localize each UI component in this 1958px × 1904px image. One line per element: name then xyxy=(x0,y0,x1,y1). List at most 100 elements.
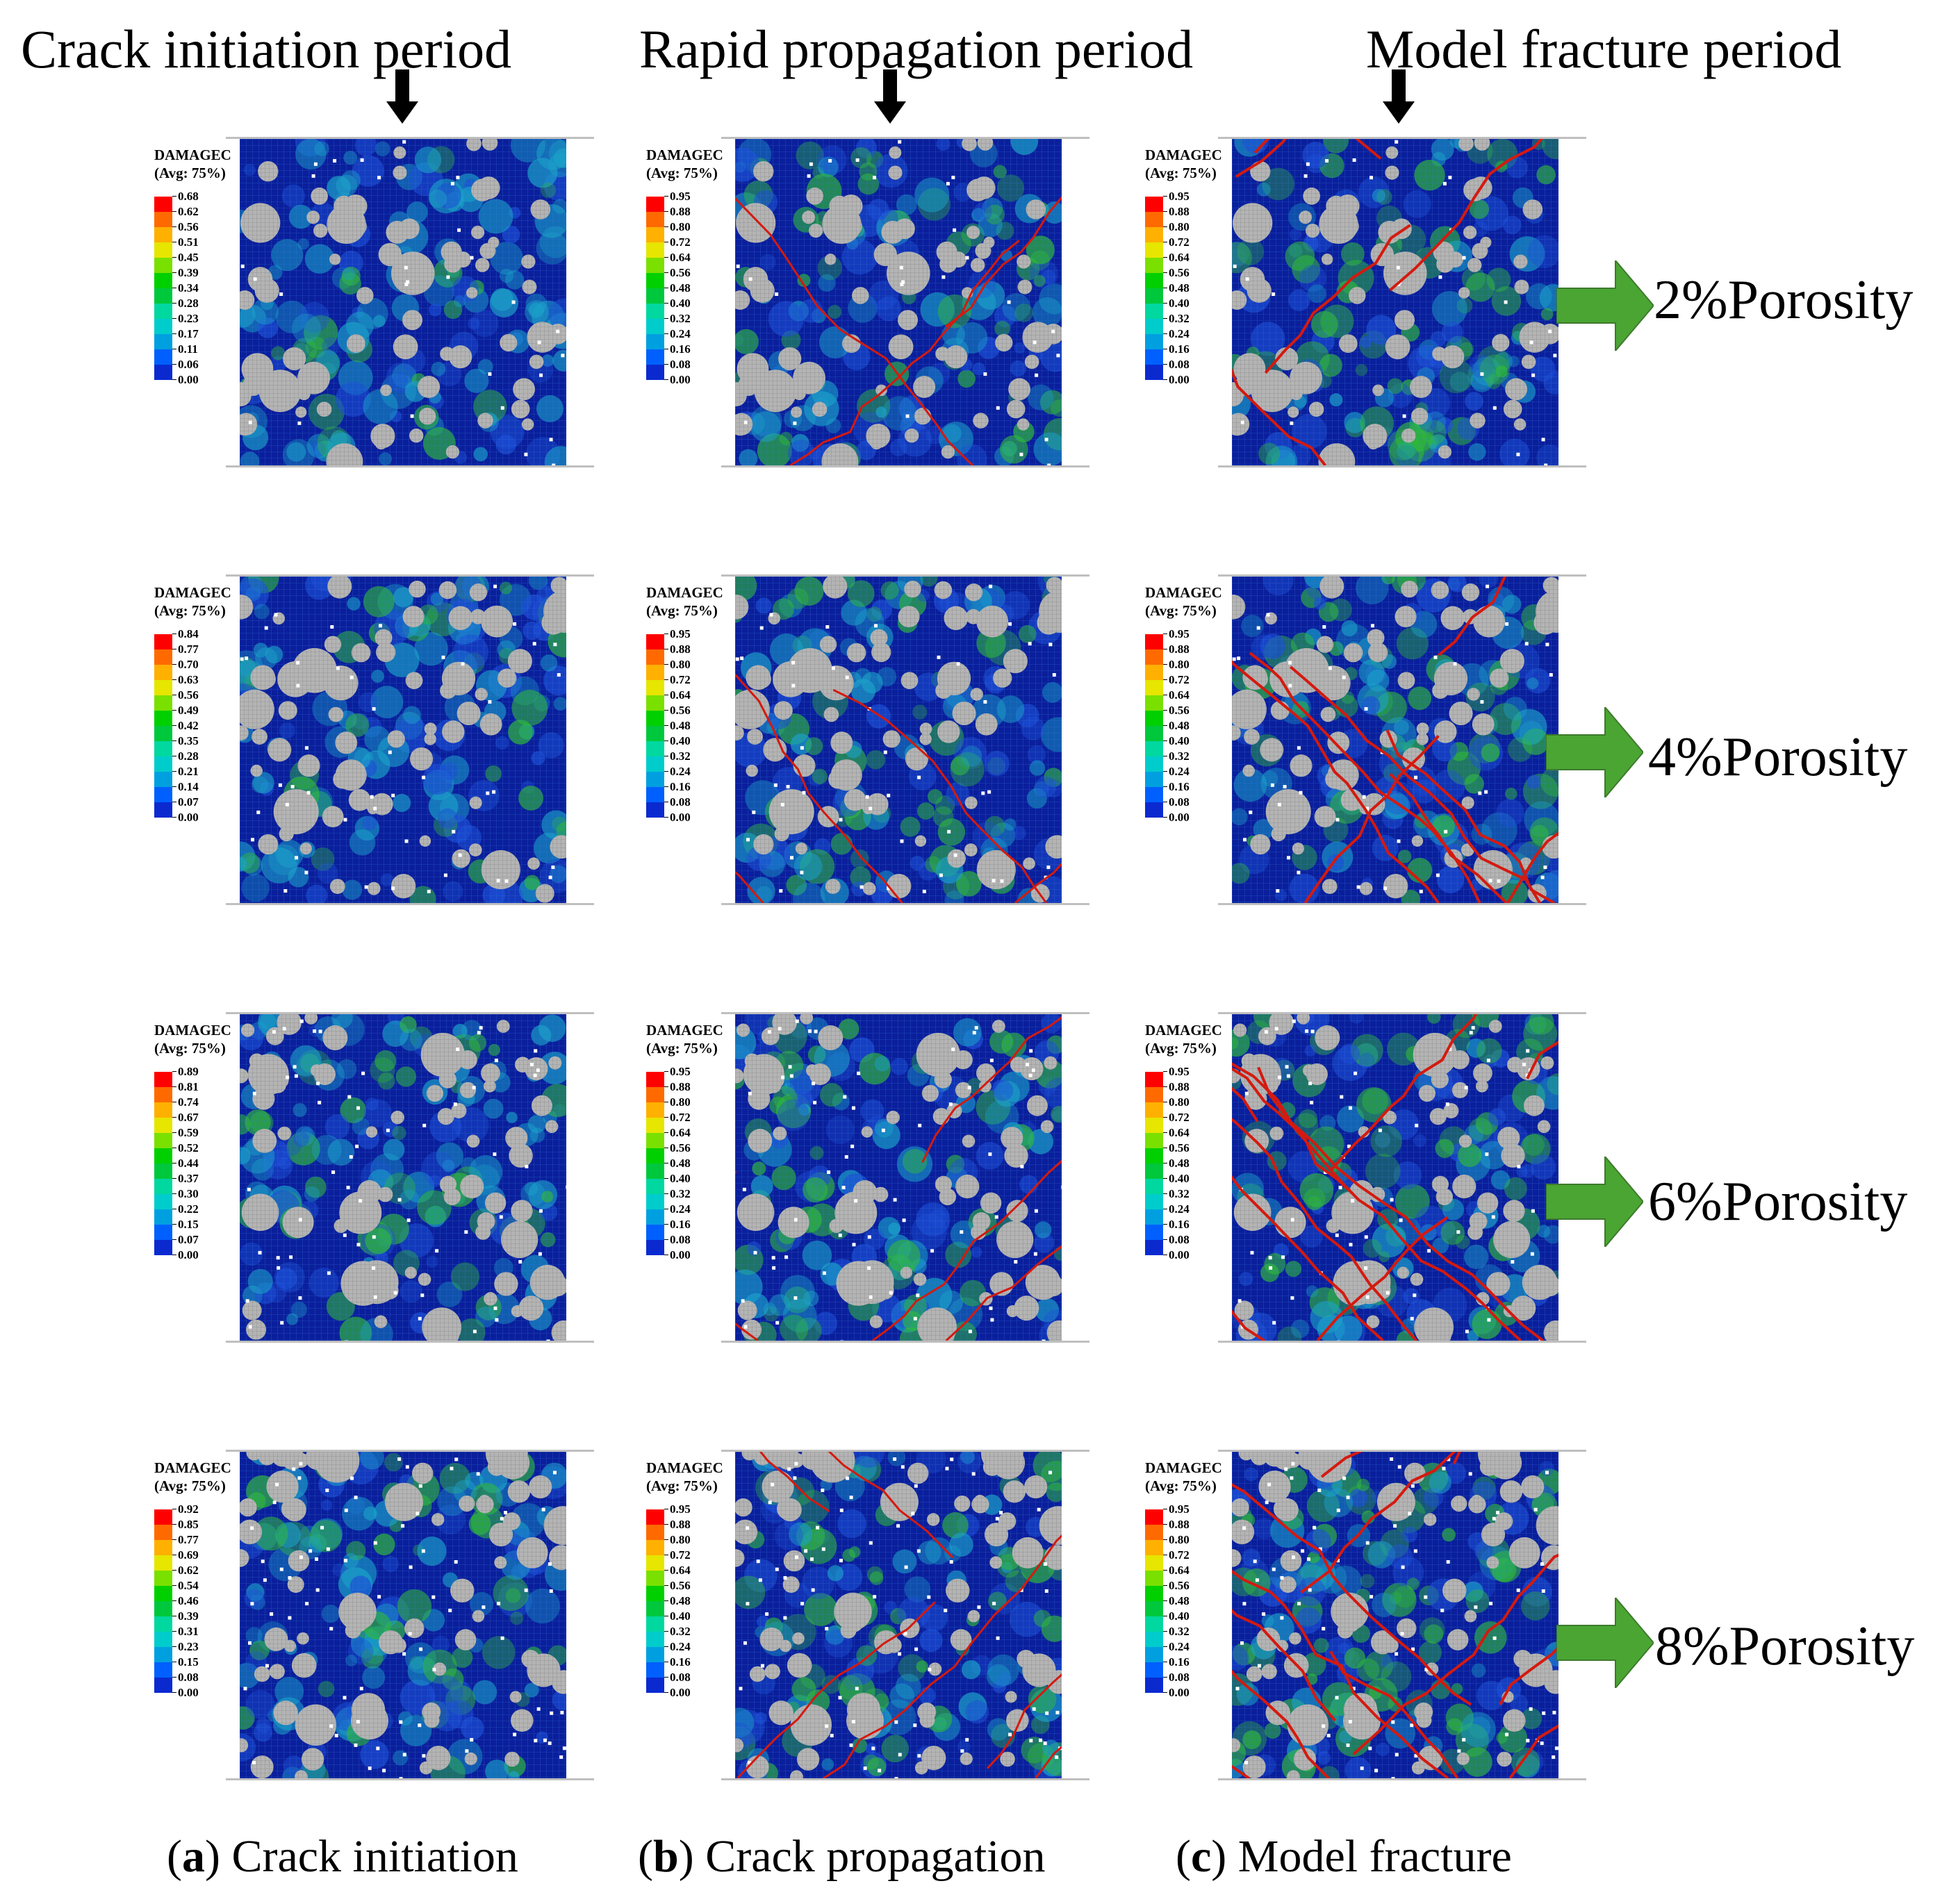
legend-swatch xyxy=(1145,365,1163,380)
crack-path xyxy=(1329,1014,1478,1172)
legend-swatch xyxy=(1145,227,1163,242)
legend-swatch xyxy=(646,1586,664,1601)
legend-swatch xyxy=(1145,197,1163,212)
legend-tick-label: 0.80 xyxy=(664,220,691,235)
panel-top-edge xyxy=(1218,137,1586,139)
legend-swatch xyxy=(1145,1601,1163,1616)
legend-swatch xyxy=(646,319,664,334)
legend-swatch xyxy=(1145,1509,1163,1525)
damage-panel-r3-c1 xyxy=(226,1012,594,1343)
crack-path xyxy=(823,1534,1062,1778)
porosity-label-2: 2%Porosity xyxy=(1654,270,1914,331)
damage-field xyxy=(240,1452,566,1778)
legend-swatch xyxy=(646,772,664,787)
legend-tick-label: 0.40 xyxy=(1163,1171,1190,1186)
crack-path xyxy=(1232,1118,1418,1341)
right-arrow-icon xyxy=(1556,260,1654,351)
pores xyxy=(741,1019,1062,1341)
legend-tick-label: 0.48 xyxy=(664,1593,691,1609)
damage-legend: DAMAGEC (Avg: 75%) 0.95 0.88 0.80 0.72 0.64 0.5… xyxy=(1145,1021,1222,1263)
legend-swatch xyxy=(1145,258,1163,273)
legend-title: DAMAGEC xyxy=(1145,584,1222,601)
legend-tick-label: 0.64 xyxy=(664,1563,691,1578)
legend-tick-label: 0.00 xyxy=(172,372,199,388)
legend-subtitle: (Avg: 75%) xyxy=(1145,165,1217,181)
legend-swatch xyxy=(154,1102,172,1118)
pores xyxy=(245,1019,566,1341)
legend-tick-label: 0.64 xyxy=(1163,1563,1190,1578)
legend-color-bar xyxy=(1145,1509,1163,1700)
panel-bottom-edge xyxy=(226,903,594,905)
legend-tick-label: 0.32 xyxy=(664,749,691,764)
legend-tick-label: 0.95 xyxy=(1163,189,1190,204)
legend-swatch xyxy=(646,1632,664,1647)
legend-tick-label: 0.24 xyxy=(1163,764,1190,779)
legend-swatch xyxy=(1145,349,1163,365)
legend-tick-label: 0.89 xyxy=(172,1064,199,1079)
legend-swatch xyxy=(1145,1148,1163,1164)
legend-swatch xyxy=(646,304,664,319)
crack-path xyxy=(1526,1040,1558,1079)
caption-b: (b) Crack propagation xyxy=(638,1831,1046,1882)
legend-swatch xyxy=(154,741,172,756)
legend-swatch xyxy=(1145,1662,1163,1678)
panel-top-edge xyxy=(1218,1450,1586,1452)
legend-title: DAMAGEC xyxy=(1145,1022,1222,1038)
legend-swatch xyxy=(1145,1209,1163,1225)
damage-field xyxy=(240,577,566,903)
legend-tick-label: 0.31 xyxy=(172,1624,199,1639)
legend-tick-label: 0.16 xyxy=(1163,1217,1190,1232)
damage-panel-r1-c1 xyxy=(226,137,594,467)
legend-tick-label: 0.56 xyxy=(172,688,199,703)
legend-title: DAMAGEC xyxy=(154,1459,231,1476)
legend-swatch xyxy=(1145,1555,1163,1571)
legend-swatch xyxy=(646,1133,664,1148)
crack-paths xyxy=(1232,139,1544,465)
legend-tick-list: 0.95 0.88 0.80 0.72 0.64 0.56 0.48 0.40 0.32 0.24… xyxy=(1163,627,1190,825)
aggregate-particles xyxy=(240,1014,566,1341)
legend-tick-label: 0.72 xyxy=(1163,1110,1190,1125)
legend-swatch xyxy=(154,756,172,772)
legend-swatch xyxy=(1145,1586,1163,1601)
legend-swatch xyxy=(646,787,664,802)
legend-tick-label: 0.95 xyxy=(1163,1502,1190,1517)
legend-swatch xyxy=(646,349,664,365)
crack-path xyxy=(1389,139,1544,292)
crack-path xyxy=(789,240,1020,465)
legend-tick-label: 0.00 xyxy=(172,1248,199,1263)
legend-swatch xyxy=(154,772,172,787)
legend-color-bar xyxy=(646,634,664,825)
header-model-fracture: Model fracture period xyxy=(1366,19,1842,79)
caption-c-text: Model fracture xyxy=(1226,1831,1512,1882)
panel-top-edge xyxy=(721,137,1089,139)
panel-top-edge xyxy=(226,1450,594,1452)
legend-swatch xyxy=(154,1571,172,1586)
legend-tick-label: 0.56 xyxy=(1163,1578,1190,1593)
caption-b-letter: b xyxy=(652,1831,679,1882)
legend-tick-list: 0.95 0.88 0.80 0.72 0.64 0.56 0.48 0.40 0.32 0.24… xyxy=(1163,1502,1190,1700)
legend-swatch xyxy=(1145,1164,1163,1179)
legend-tick-label: 0.00 xyxy=(1163,1248,1190,1263)
legend-swatch xyxy=(646,334,664,349)
legend-color-bar xyxy=(1145,634,1163,825)
legend-tick-label: 0.80 xyxy=(1163,1095,1190,1110)
legend-swatch xyxy=(646,273,664,288)
legend-subtitle: (Avg: 75%) xyxy=(154,1040,226,1057)
legend-tick-label: 0.62 xyxy=(172,204,199,220)
legend-swatch xyxy=(154,1194,172,1209)
legend-tick-label: 0.64 xyxy=(1163,688,1190,703)
crack-path xyxy=(1014,862,1062,903)
pores xyxy=(1235,1457,1558,1778)
damage-legend: DAMAGEC (Avg: 75%) 0.92 0.85 0.77 0.69 0.62 0.5… xyxy=(154,1459,231,1700)
legend-tick-label: 0.07 xyxy=(172,795,199,810)
aggregate-particles xyxy=(1232,1452,1558,1778)
legend-tick-label: 0.72 xyxy=(1163,672,1190,688)
header-crack-initiation: Crack initiation period xyxy=(21,19,512,79)
legend-tick-label: 0.15 xyxy=(172,1217,199,1232)
down-arrow-icon xyxy=(386,69,418,124)
legend-tick-label: 0.42 xyxy=(172,718,199,734)
crack-path xyxy=(828,1452,954,1559)
legend-tick-label: 0.72 xyxy=(664,235,691,250)
legend-swatch xyxy=(646,1555,664,1571)
legend-tick-label: 0.95 xyxy=(1163,1064,1190,1079)
